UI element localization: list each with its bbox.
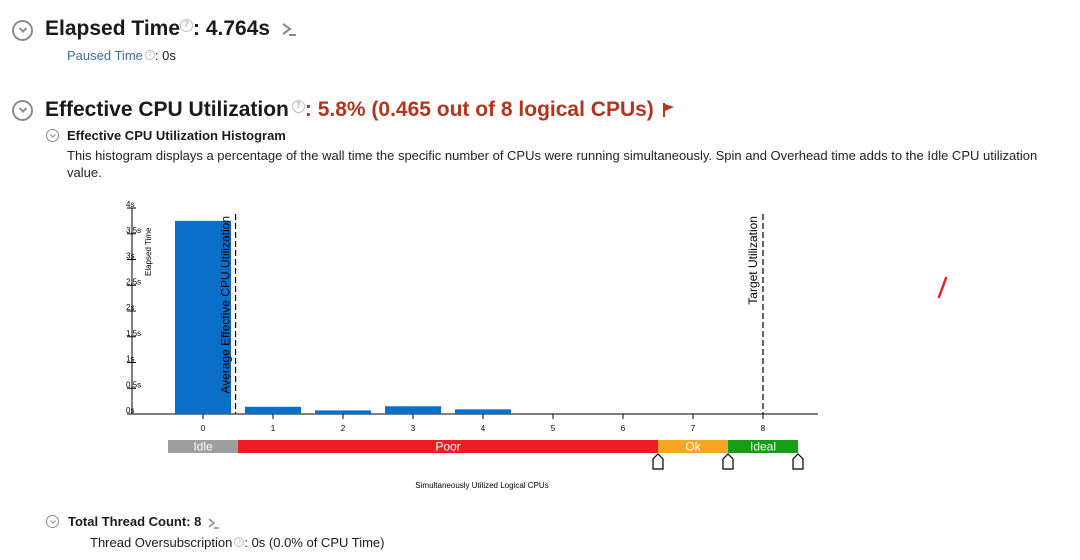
thread-count-heading: Total Thread Count: 8 xyxy=(68,514,221,529)
cpu-utilization-value: : 5.8% (0.465 out of 8 logical CPUs) xyxy=(304,98,654,121)
range-band-ideal xyxy=(728,440,798,453)
flag-icon xyxy=(662,103,674,118)
x-tick-label: 7 xyxy=(691,424,696,433)
elapsed-time-heading: Elapsed Time?: 4.764s xyxy=(45,17,298,41)
range-band-idle xyxy=(168,440,238,453)
help-icon[interactable]: ? xyxy=(291,100,305,113)
histogram-bar xyxy=(245,406,301,414)
y-tick-label: 3s xyxy=(126,252,134,261)
collapse-threads-icon[interactable] xyxy=(46,515,59,528)
range-label-ideal: Ideal xyxy=(750,440,776,454)
average-utilization-label: Average Effective CPU Utilization xyxy=(219,216,233,394)
collapse-histogram-icon[interactable] xyxy=(46,129,59,142)
y-tick-label: 0.5s xyxy=(126,380,141,389)
range-boundary-handle[interactable] xyxy=(792,453,804,470)
histogram-bar xyxy=(385,406,441,414)
thread-oversubscription-value: : 0s (0.0% of CPU Time) xyxy=(244,535,385,550)
y-tick-label: 3.5s xyxy=(126,226,141,235)
range-band-poor xyxy=(238,440,658,453)
x-tick-label: 8 xyxy=(761,424,766,433)
range-label-idle: Idle xyxy=(193,440,213,454)
x-tick-label: 3 xyxy=(411,424,416,433)
help-icon[interactable]: ? xyxy=(144,50,155,60)
thread-count-label: Total Thread Count: 8 xyxy=(68,514,202,529)
x-tick-label: 1 xyxy=(271,424,276,433)
histogram-bar xyxy=(455,409,511,414)
paused-time-label[interactable]: Paused Time xyxy=(67,48,143,63)
collapse-elapsed-icon[interactable] xyxy=(12,20,33,41)
thread-oversubscription-label: Thread Oversubscription xyxy=(90,535,233,550)
thread-oversubscription-row: Thread Oversubscription?: 0s (0.0% of CP… xyxy=(90,535,385,550)
x-axis-title: Simultaneously Utilized Logical CPUs xyxy=(415,481,548,490)
histogram-title: Effective CPU Utilization Histogram xyxy=(67,128,286,143)
x-tick-label: 2 xyxy=(341,424,346,433)
range-label-ok: Ok xyxy=(685,440,701,454)
collapse-cpu-icon[interactable] xyxy=(12,100,33,121)
range-band-ok xyxy=(658,440,728,453)
histogram-bar xyxy=(175,220,231,414)
paused-time-row: Paused Time?: 0s xyxy=(67,48,176,63)
cpu-utilization-label: Effective CPU Utilization xyxy=(45,98,289,121)
target-utilization-label: Target Utilization xyxy=(746,216,760,305)
y-tick-label: 4s xyxy=(126,200,134,209)
cpu-utilization-heading: Effective CPU Utilization?: 5.8% (0.465 … xyxy=(45,98,676,122)
help-icon[interactable]: ? xyxy=(234,537,245,547)
chevron-right-icon[interactable] xyxy=(280,21,298,37)
chevron-right-icon[interactable] xyxy=(207,517,221,529)
y-tick-label: 2.5s xyxy=(126,277,141,286)
y-tick-label: 2s xyxy=(126,303,134,312)
x-tick-label: 4 xyxy=(481,424,486,433)
histogram-description: This histogram displays a percentage of … xyxy=(67,148,1038,180)
x-tick-label: 5 xyxy=(551,424,556,433)
elapsed-time-label: Elapsed Time xyxy=(45,17,181,40)
x-tick-label: 6 xyxy=(621,424,626,433)
range-boundary-handle[interactable] xyxy=(652,453,664,470)
elapsed-time-value: : 4.764s xyxy=(193,17,271,40)
x-tick-label: 0 xyxy=(201,424,206,433)
help-icon[interactable]: ? xyxy=(180,19,194,32)
paused-time-value: : 0s xyxy=(154,48,176,63)
range-boundary-handle[interactable] xyxy=(722,453,734,470)
red-mark xyxy=(937,276,948,299)
y-tick-label: 1.5s xyxy=(126,329,141,338)
y-tick-label: 1s xyxy=(126,355,134,364)
y-tick-label: 0s xyxy=(126,406,134,415)
y-axis-title: Elapsed Time xyxy=(144,227,153,276)
range-label-poor: Poor xyxy=(435,440,460,454)
histogram-bar xyxy=(315,410,371,414)
